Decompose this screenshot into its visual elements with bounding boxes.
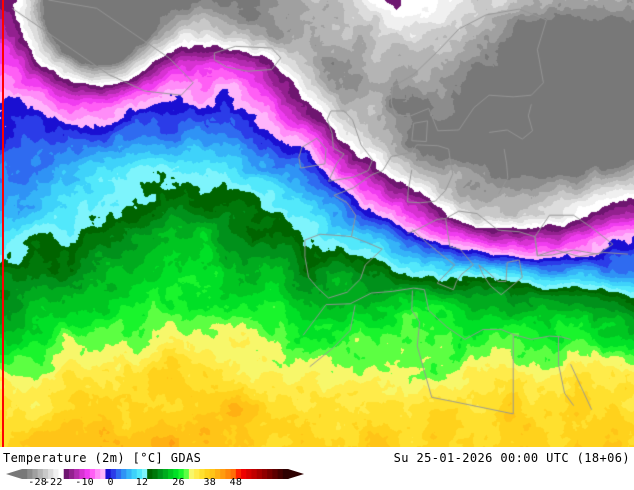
temperature-field-canvas[interactable] [0,0,634,447]
colorbar-tick-2: -10 [75,477,94,488]
map-title: Temperature (2m) [°C] GDAS [3,451,202,465]
map-footer: Temperature (2m) [°C] GDAS Su 25-01-2026… [0,447,634,490]
colorbar-tick-1: -22 [43,477,63,488]
colorbar-tick-3: 0 [107,477,114,488]
temperature-map-panel[interactable] [0,0,634,447]
colorbar-swatches [6,469,304,479]
colorbar-tick-labels: -28 -22 -10 0 12 26 38 48 [0,477,330,489]
colorbar[interactable] [0,467,320,490]
map-datetime: Su 25-01-2026 00:00 UTC (18+06) [393,451,630,465]
colorbar-tick-4: 12 [135,477,149,488]
colorbar-tick-7: 48 [229,477,243,488]
colorbar-tick-6: 38 [203,477,216,488]
map-left-edge-marker [2,0,4,447]
colorbar-tick-0: -28 [28,477,47,488]
colorbar-tick-5: 26 [172,477,185,488]
